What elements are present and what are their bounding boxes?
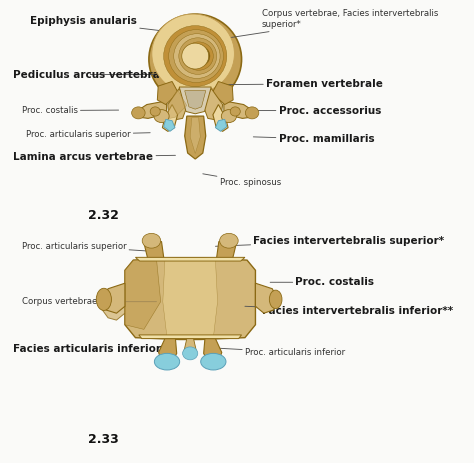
Polygon shape	[167, 90, 187, 119]
Polygon shape	[100, 290, 125, 320]
Text: Lamina arcus vertebrae: Lamina arcus vertebrae	[13, 152, 175, 162]
Ellipse shape	[182, 43, 209, 69]
Polygon shape	[102, 283, 125, 313]
Ellipse shape	[132, 107, 145, 119]
Ellipse shape	[150, 107, 160, 116]
Polygon shape	[213, 105, 228, 131]
Polygon shape	[184, 338, 197, 354]
Polygon shape	[159, 338, 177, 362]
Ellipse shape	[174, 34, 220, 78]
Polygon shape	[212, 81, 233, 105]
Text: Foramen vertebrale: Foramen vertebrale	[216, 79, 383, 89]
Polygon shape	[163, 105, 178, 131]
Polygon shape	[139, 335, 242, 338]
Ellipse shape	[230, 107, 240, 116]
Ellipse shape	[164, 25, 227, 87]
Ellipse shape	[152, 14, 235, 94]
Polygon shape	[144, 238, 164, 260]
Ellipse shape	[219, 233, 238, 248]
Text: Proc. articularis inferior: Proc. articularis inferior	[211, 348, 345, 357]
Ellipse shape	[149, 14, 242, 105]
Ellipse shape	[269, 290, 282, 308]
Polygon shape	[163, 260, 218, 338]
Polygon shape	[125, 258, 255, 339]
Text: Proc. mamillaris: Proc. mamillaris	[253, 134, 374, 144]
Ellipse shape	[182, 347, 198, 360]
Text: Proc. costalis: Proc. costalis	[270, 277, 374, 287]
Text: Facies articularis inferior: Facies articularis inferior	[13, 343, 169, 354]
Text: 2.33: 2.33	[89, 433, 119, 446]
Ellipse shape	[142, 233, 161, 248]
Ellipse shape	[169, 30, 223, 82]
Polygon shape	[136, 257, 245, 261]
Polygon shape	[216, 238, 237, 260]
Polygon shape	[157, 81, 178, 105]
Polygon shape	[138, 101, 166, 119]
Ellipse shape	[246, 107, 259, 119]
Polygon shape	[185, 116, 206, 159]
Text: Corpus vertebrae: Corpus vertebrae	[22, 297, 156, 306]
Text: Facies intervertebralis superior*: Facies intervertebralis superior*	[216, 236, 445, 246]
Polygon shape	[224, 101, 252, 119]
Polygon shape	[203, 88, 223, 121]
Text: Proc. accessorius: Proc. accessorius	[255, 106, 381, 116]
Polygon shape	[164, 119, 175, 131]
Text: Facies intervertebralis inferior**: Facies intervertebralis inferior**	[245, 306, 453, 316]
Text: Proc. articularis superior: Proc. articularis superior	[22, 242, 146, 251]
Text: Pediculus arcus vertebrae: Pediculus arcus vertebrae	[13, 69, 169, 80]
Ellipse shape	[201, 353, 226, 370]
Polygon shape	[255, 283, 278, 313]
Ellipse shape	[154, 110, 169, 123]
Text: 2.32: 2.32	[89, 209, 119, 222]
Text: Proc. spinosus: Proc. spinosus	[203, 174, 281, 187]
Polygon shape	[179, 87, 211, 114]
Polygon shape	[190, 118, 201, 154]
Ellipse shape	[184, 42, 213, 70]
Ellipse shape	[179, 38, 217, 75]
Polygon shape	[216, 119, 227, 131]
Ellipse shape	[155, 353, 180, 370]
Polygon shape	[125, 259, 161, 329]
Polygon shape	[185, 91, 206, 109]
Ellipse shape	[96, 288, 111, 310]
Polygon shape	[204, 338, 222, 362]
Text: Proc. articularis superior: Proc. articularis superior	[26, 130, 150, 139]
Ellipse shape	[189, 46, 210, 66]
Text: Epiphysis anularis: Epiphysis anularis	[30, 17, 188, 34]
Text: Corpus vertebrae, Facies intervertebralis
superior*: Corpus vertebrae, Facies intervertebrali…	[230, 9, 438, 38]
Polygon shape	[168, 88, 188, 121]
Ellipse shape	[221, 110, 237, 123]
Text: Proc. costalis: Proc. costalis	[22, 106, 119, 115]
